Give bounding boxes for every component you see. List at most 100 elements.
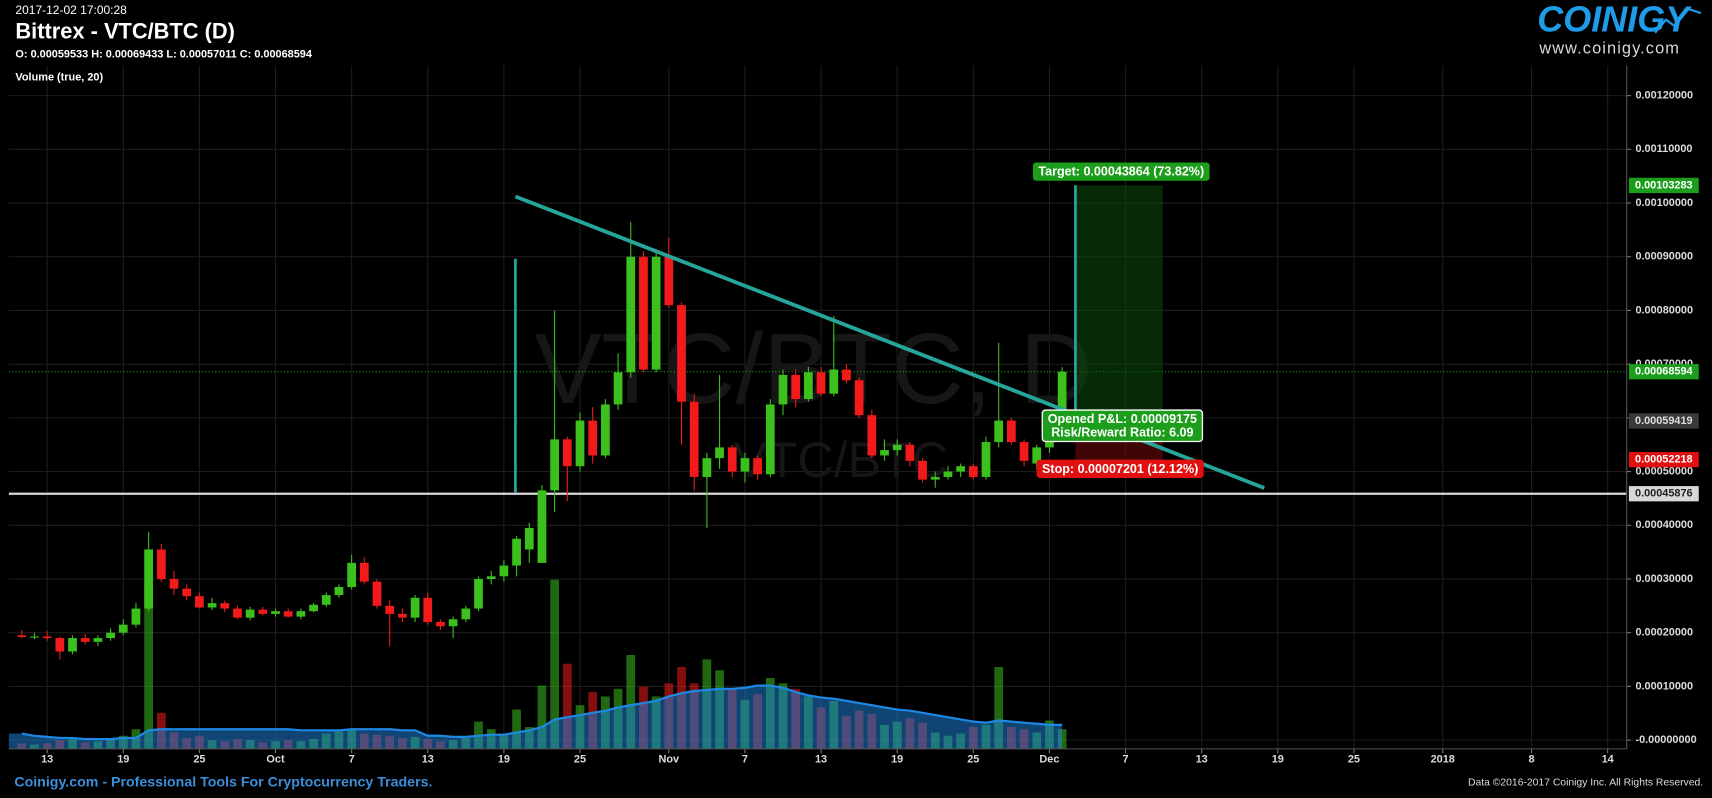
candle-body	[905, 444, 915, 461]
y-tick-label: 0.00120000	[1635, 90, 1693, 102]
volume-bar	[626, 654, 636, 749]
candle-body	[804, 372, 813, 400]
volume-bar	[562, 663, 572, 749]
candle-body	[486, 576, 496, 579]
candle-body	[398, 613, 407, 618]
volume-ma-area	[8, 685, 1063, 749]
y-tick-label: 0.00020000	[1635, 627, 1693, 639]
candle-body	[537, 490, 547, 563]
volume-ma-line	[21, 684, 1063, 741]
volume-bar	[994, 667, 1004, 749]
x-tick-label: Oct	[266, 754, 285, 766]
candle-body	[17, 635, 27, 638]
candle-body	[448, 619, 458, 627]
volume-bar	[1057, 729, 1067, 749]
candle-body	[372, 581, 382, 606]
target-label-text: Target: 0.00043864 (73.82%)	[1038, 165, 1204, 179]
target-label: Target: 0.00043864 (73.82%)	[1032, 162, 1210, 181]
candle-body	[930, 476, 940, 480]
stop-label: Stop: 0.00007201 (12.12%)	[1036, 459, 1204, 478]
x-tick-label: Dec	[1039, 754, 1059, 766]
volume-bar	[537, 685, 547, 749]
y-tick-label: 0.00010000	[1635, 680, 1693, 692]
x-tick-label: 2018	[1431, 754, 1455, 766]
x-tick-label: 25	[1348, 754, 1360, 766]
candle-body	[359, 562, 369, 582]
candle-body	[423, 597, 433, 622]
footer-copyright: Data ©2016-2017 Coinigy Inc. All Rights …	[1468, 777, 1703, 788]
x-tick-label: 13	[41, 754, 53, 766]
candle-body	[93, 638, 103, 642]
y-tick-label: 0.00050000	[1635, 465, 1693, 477]
x-tick-label: 7	[349, 754, 355, 766]
price-tag-label: 0.00059419	[1635, 415, 1693, 427]
y-tick-label: 0.00040000	[1635, 519, 1693, 531]
candle-body	[410, 597, 420, 618]
x-tick-label: 7	[742, 754, 748, 766]
candle-body	[715, 447, 724, 459]
candle-body	[30, 636, 39, 638]
price-tag	[1628, 364, 1699, 380]
candle-body	[791, 374, 801, 400]
price-tag	[1628, 486, 1699, 502]
candle-body	[106, 632, 115, 639]
candle-body	[575, 420, 585, 467]
candle-body	[968, 466, 978, 477]
candle-body	[524, 527, 534, 550]
candle-body	[169, 578, 179, 589]
price-tag-label: 0.00103283	[1635, 179, 1693, 191]
price-tag	[1628, 452, 1699, 468]
candle-body	[918, 460, 927, 480]
candle-layer	[17, 221, 1067, 660]
candle-body	[131, 608, 141, 625]
candle-body	[778, 374, 788, 405]
candle-body	[550, 439, 560, 491]
candle-body	[499, 565, 509, 577]
y-tick-label: -0.00000000	[1635, 734, 1696, 746]
candle-body	[271, 611, 280, 614]
candle-body	[461, 608, 471, 620]
candle-body	[296, 611, 306, 617]
candle-body	[156, 549, 166, 579]
volume-bar	[144, 579, 154, 749]
timestamp: 2017-12-02 17:00:28	[15, 3, 127, 17]
x-tick-label: 19	[498, 754, 510, 766]
grid-layer	[8, 65, 1627, 749]
candle-body	[245, 609, 255, 618]
candle-body	[854, 380, 864, 416]
candle-body	[613, 372, 623, 405]
x-tick-label: 19	[117, 754, 129, 766]
candle-body	[385, 605, 395, 614]
pnl-label-text: Opened P&L: 0.00009175	[1048, 412, 1197, 426]
axis-layer: 0.00120000 0.00110000 0.00100000 0.00090000…	[41, 90, 1699, 766]
x-tick-label: 7	[1123, 754, 1129, 766]
x-tick-label: 19	[891, 754, 903, 766]
ohlc-readout: O: 0.00059533 H: 0.00069433 L: 0.0005701…	[15, 48, 312, 60]
candle-body	[68, 638, 77, 652]
x-tick-label: 19	[1272, 754, 1284, 766]
candle-body	[981, 442, 991, 477]
candle-body	[664, 256, 674, 306]
candle-body	[842, 369, 851, 381]
candle-body	[892, 444, 902, 451]
candle-body	[689, 401, 699, 477]
x-tick-label: 13	[815, 754, 827, 766]
candle-body	[651, 256, 661, 370]
target-label-box	[1032, 162, 1210, 181]
x-tick-label: 25	[193, 754, 205, 766]
candle-body	[309, 604, 318, 612]
candle-body	[1019, 442, 1029, 461]
candle-body	[118, 624, 128, 633]
candle-body	[1057, 371, 1067, 421]
y-tick-label: 0.00080000	[1635, 304, 1693, 316]
x-tick-label: Nov	[659, 754, 681, 766]
candle-body	[233, 608, 242, 618]
x-tick-label: 14	[1602, 754, 1614, 766]
volume-bar	[550, 579, 560, 749]
x-tick-label: 8	[1529, 754, 1535, 766]
x-tick-label: 13	[1196, 754, 1208, 766]
y-tick-label: 0.00090000	[1635, 251, 1693, 263]
